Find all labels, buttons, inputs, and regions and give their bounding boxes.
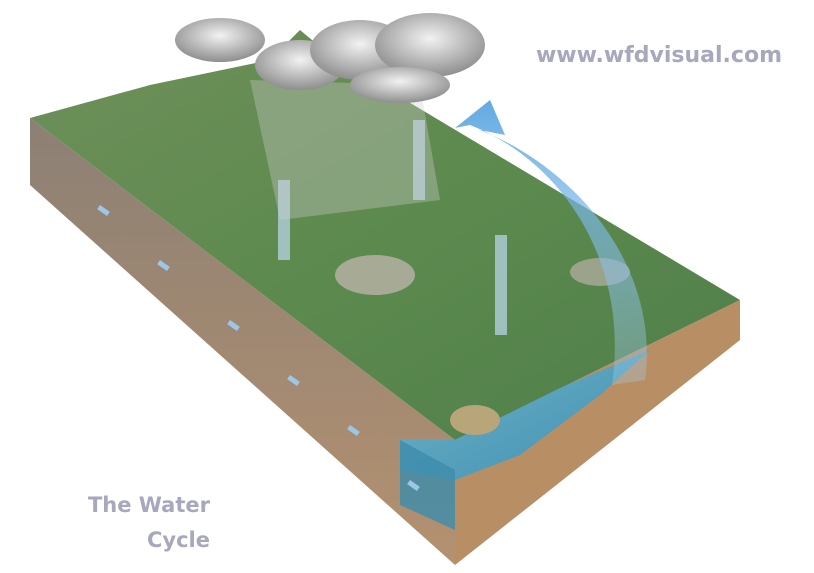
left-side-face [30,118,455,565]
evaporation-arrow [455,100,647,385]
caption-line: The Water [88,493,211,517]
website-url: www.wfdvisual.com [536,43,782,68]
town [335,255,415,295]
sea [400,350,650,480]
estuary [450,405,500,435]
evaporation [278,180,290,260]
caption-line: Cycle [147,528,210,552]
land-surface [30,30,740,440]
right-side-face [455,300,740,565]
sea-side [400,440,455,530]
groundwater-arrows [97,205,420,491]
evaporation [413,120,425,200]
clouds [175,13,485,103]
evaporation [495,235,507,335]
rain [250,80,440,220]
